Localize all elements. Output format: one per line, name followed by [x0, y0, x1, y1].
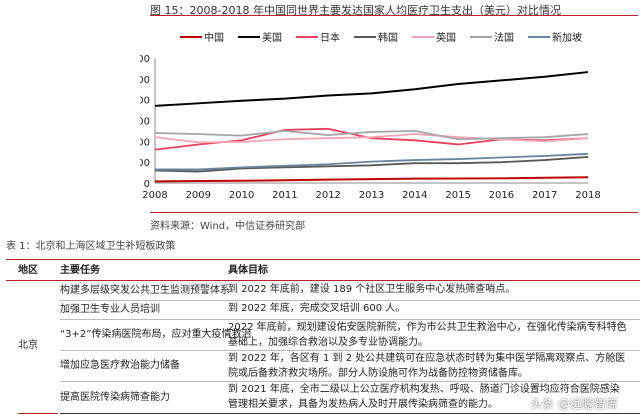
legend-label: 法国 — [494, 33, 514, 44]
target-cell: 到 2022 年底，完成交叉培训 600 人。 — [228, 303, 406, 314]
y-tick-label: 8,000 — [140, 96, 150, 107]
x-tick-label: 2008 — [142, 190, 167, 201]
legend-swatch — [354, 35, 376, 38]
watermark: 头条 @远瞻智库 — [530, 397, 618, 411]
legend-swatch — [180, 35, 202, 38]
legend-label: 日本 — [320, 33, 340, 44]
y-tick-label: 10,000 — [140, 75, 150, 86]
y-tick-label: 6,000 — [140, 117, 150, 128]
divider — [6, 280, 640, 281]
y-tick-label: 4,000 — [140, 137, 150, 148]
table-title: 表 1：北京和上海区域卫生补短板政策 — [6, 241, 176, 252]
row-divider — [60, 381, 640, 382]
legend-label: 中国 — [204, 33, 224, 44]
y-tick-label: 0 — [144, 179, 150, 190]
target-cell: 到 2022 年底前，建设 189 个社区卫生服务中心发热筛查哨点。 — [228, 284, 516, 295]
target-cell: 到 2021 年底，全市二级以上公立医疗机构发热、呼吸、肠道门诊设置均应符合医院… — [228, 384, 620, 410]
legend-item: 日本 — [296, 29, 340, 44]
task-cell: 提高医院传染病筛查能力 — [60, 391, 170, 403]
legend-item: 新加坡 — [528, 29, 582, 44]
header-region: 地区 — [18, 265, 38, 276]
series-line-中国 — [154, 176, 589, 183]
y-tick-label: 2,000 — [140, 158, 150, 169]
divider — [150, 15, 638, 16]
legend-swatch — [470, 35, 492, 38]
legend-item: 韩国 — [354, 29, 398, 44]
header-task: 主要任务 — [60, 265, 100, 276]
header-target: 具体目标 — [228, 265, 268, 276]
legend-item: 英国 — [412, 29, 456, 44]
x-tick-label: 2010 — [229, 190, 254, 201]
source-note: 资料来源：Wind，中信证券研究部 — [150, 221, 306, 232]
x-tick-label: 2009 — [186, 190, 211, 201]
legend-label: 韩国 — [378, 33, 398, 44]
x-tick-label: 2012 — [315, 190, 340, 201]
x-tick-label: 2011 — [272, 190, 297, 201]
legend-swatch — [296, 35, 318, 38]
target-cell: 2022 年底前，规划建设佑安医院新院，作为市公共卫生救治中心，在强化传染病专科… — [228, 322, 627, 348]
row-divider — [60, 300, 640, 301]
divider — [18, 413, 58, 414]
series-line-韩国 — [154, 156, 589, 173]
x-tick-label: 2013 — [359, 190, 384, 201]
divider — [150, 212, 638, 213]
region-cell: 北京 — [18, 340, 38, 351]
row-divider — [60, 319, 640, 320]
legend-label: 美国 — [262, 33, 282, 44]
chart-legend: 中国 美国 日本 韩国 英国 法国 新加坡 — [180, 29, 582, 44]
task-cell: 加强卫生专业人员培训 — [60, 304, 160, 315]
legend-item: 法国 — [470, 29, 514, 44]
legend-item: 美国 — [238, 29, 282, 44]
line-chart: 0 2,000 4,000 6,000 8,000 10,000 12,000 2008 200… — [140, 54, 601, 201]
row-divider — [60, 350, 640, 351]
task-cell: 增加应急医疗救治能力储备 — [60, 360, 180, 371]
x-tick-label: 2018 — [575, 190, 600, 201]
x-tick-label: 2016 — [489, 190, 514, 201]
divider — [6, 259, 640, 260]
series-line-法国 — [154, 130, 589, 141]
legend-swatch — [238, 35, 260, 38]
y-tick-label: 12,000 — [140, 54, 150, 65]
x-tick-label: 2014 — [402, 190, 427, 201]
x-tick-label: 2015 — [445, 190, 470, 201]
series-line-美国 — [154, 71, 589, 107]
figure-title: 图 15：2008-2018 年中国同世界主要发达国家人均医疗卫生支出（美元）对… — [150, 4, 561, 17]
series-line-新加坡 — [155, 152, 589, 171]
task-cell: 构建多层级突发公共卫生监测预警体系 — [60, 285, 230, 296]
row-divider — [60, 413, 640, 414]
legend-label: 新加坡 — [552, 33, 582, 44]
legend-label: 英国 — [436, 33, 456, 44]
series-line-英国 — [154, 133, 589, 144]
task-cell: “3+2”传染病医院布局，应对重大疫情救治 — [60, 329, 252, 340]
x-tick-label: 2017 — [532, 190, 557, 201]
target-cell: 到 2022 年，各区有 1 到 2 处公共建筑可在应急状态时转为集中医学隔离观… — [228, 353, 626, 379]
legend-swatch — [528, 35, 550, 38]
legend-item: 中国 — [180, 29, 224, 44]
legend-swatch — [412, 35, 434, 38]
